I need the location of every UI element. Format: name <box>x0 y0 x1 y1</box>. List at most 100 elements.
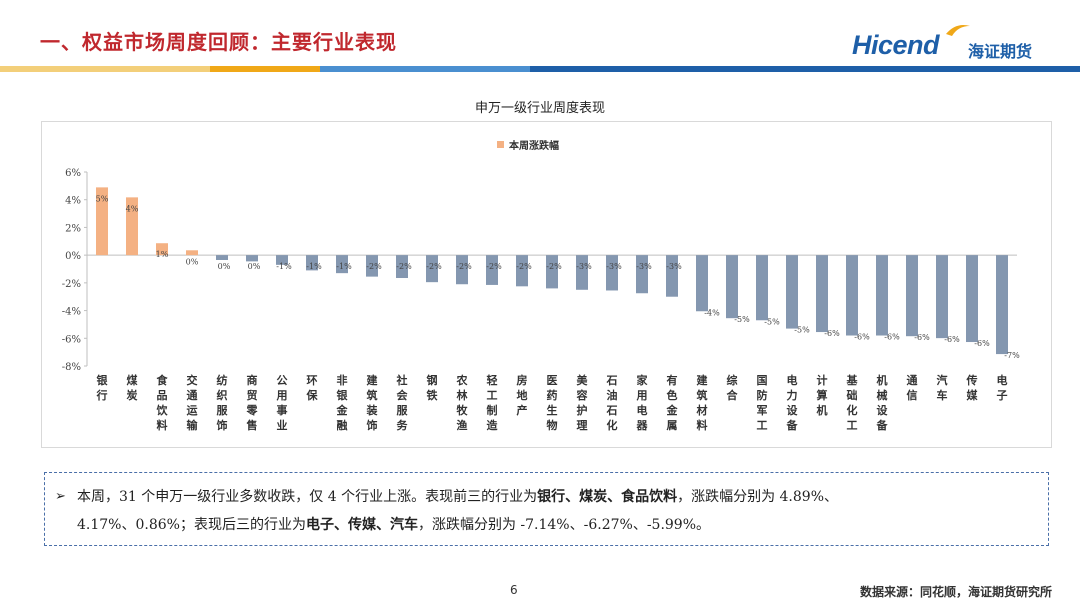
category-label: 汽车 <box>937 373 948 402</box>
bar <box>456 255 468 285</box>
data-label: 1% <box>156 250 169 259</box>
bar <box>666 255 678 297</box>
category-label: 通信 <box>907 374 918 402</box>
bar <box>876 255 888 336</box>
bar <box>606 255 618 291</box>
bar <box>906 255 918 337</box>
header-divider <box>0 66 1080 72</box>
bar <box>486 255 498 285</box>
category-label: 公用事业 <box>277 374 288 432</box>
data-label: -3% <box>636 262 652 271</box>
summary-line-2: 4.17%、0.86%；表现后三的行业为电子、传媒、汽车，涨跌幅分别为 -7.1… <box>77 517 711 533</box>
category-label: 纺织服饰 <box>217 373 229 432</box>
category-label: 医药生物 <box>547 374 558 432</box>
data-label: 4% <box>126 204 139 213</box>
category-label: 机械设备 <box>876 373 889 432</box>
data-label: -1% <box>336 262 352 271</box>
data-label: 0% <box>186 257 199 266</box>
page-number: 6 <box>510 583 518 597</box>
bar <box>936 255 948 339</box>
legend-label: 本周涨跌幅 <box>509 139 559 152</box>
category-label: 有色金属 <box>666 373 679 432</box>
data-label: -5% <box>764 317 780 326</box>
data-label: -6% <box>884 333 900 342</box>
data-label: -6% <box>974 339 990 348</box>
category-label: 商贸零售 <box>246 373 259 432</box>
legend-swatch <box>497 141 504 148</box>
data-label: -1% <box>276 262 292 271</box>
data-label: -1% <box>306 262 322 271</box>
category-label: 银行 <box>96 373 109 402</box>
bar <box>156 243 168 256</box>
data-label: -2% <box>516 262 532 271</box>
data-label: -3% <box>576 262 592 271</box>
data-label: -2% <box>396 262 412 271</box>
bar <box>816 255 828 333</box>
category-label: 煤炭 <box>127 373 139 402</box>
category-label: 基础化工 <box>846 373 859 432</box>
data-label: -6% <box>824 329 840 338</box>
data-label: -6% <box>944 335 960 344</box>
y-tick-label: 6% <box>65 168 81 179</box>
category-label: 房地产 <box>517 373 528 417</box>
data-source: 数据来源：同花顺，海证期货研究所 <box>859 585 1052 599</box>
data-label: -2% <box>366 262 382 271</box>
bullet-arrow-icon: ➢ <box>55 489 66 504</box>
y-tick-label: -4% <box>62 307 81 318</box>
category-label: 电力设备 <box>786 373 799 432</box>
chart-title: 申万一级行业周度表现 <box>474 101 605 116</box>
y-tick-label: 2% <box>65 223 81 234</box>
category-label: 社会服务 <box>396 373 409 432</box>
logo-cn-text: 海证期货 <box>968 42 1033 61</box>
summary-box: ➢ 本周，31 个申万一级行业多数收跌，仅 4 个行业上涨。表现前三的行业为银行… <box>44 472 1049 546</box>
bar <box>306 255 318 271</box>
category-label: 食品饮料 <box>156 373 169 432</box>
bar <box>636 255 648 294</box>
logo-swoosh-icon <box>946 25 970 36</box>
data-label: 5% <box>96 194 109 203</box>
bar <box>516 255 528 287</box>
bar <box>126 197 138 256</box>
category-label: 建筑材料 <box>697 373 709 432</box>
data-label: -2% <box>426 262 442 271</box>
bar <box>756 255 768 321</box>
data-label: -6% <box>914 333 930 342</box>
data-label: -5% <box>734 315 750 324</box>
data-label: 0% <box>218 262 231 271</box>
chart-frame: 6% 4% 2% 0% -2% -4% -6% -8% 本周涨跌幅 5% 银行 4% 煤炭 1% 食品饮料 0… <box>41 121 1052 448</box>
bar-chart: 6% 4% 2% 0% -2% -4% -6% -8% 本周涨跌幅 5% 银行 4% 煤炭 1% 食品饮料 0… <box>62 139 1020 432</box>
data-label: -5% <box>794 326 810 335</box>
category-label: 轻工制造 <box>487 373 499 432</box>
bar <box>96 187 108 256</box>
company-logo: Hicend 海证期货 <box>852 25 1052 66</box>
logo-brand-text: Hicend <box>852 30 940 60</box>
data-label: -2% <box>546 262 562 271</box>
data-label: -3% <box>666 262 682 271</box>
data-label: -2% <box>456 262 472 271</box>
category-label: 综合 <box>727 373 739 402</box>
bar <box>336 255 348 274</box>
y-tick-label: 4% <box>65 196 81 207</box>
y-tick-label: -6% <box>62 334 81 345</box>
bar <box>426 255 438 283</box>
bar <box>786 255 798 329</box>
category-label: 石油石化 <box>606 374 618 432</box>
data-label: -4% <box>704 308 720 317</box>
bar <box>366 255 378 277</box>
category-label: 国防军工 <box>757 374 768 432</box>
page-title: 一、权益市场周度回顾：主要行业表现 <box>40 30 397 54</box>
category-label: 交通运输 <box>187 373 199 432</box>
bar <box>696 255 708 312</box>
data-label: -6% <box>854 333 870 342</box>
category-label: 电子 <box>997 373 1008 402</box>
bar <box>726 255 738 319</box>
category-label: 计算机 <box>816 373 828 417</box>
category-label: 环保 <box>306 374 319 402</box>
bar <box>246 255 258 262</box>
bar <box>996 255 1008 355</box>
data-label: -7% <box>1004 351 1020 360</box>
category-label: 钢铁 <box>427 373 438 402</box>
category-label: 建筑装饰 <box>366 373 379 432</box>
category-label: 非银金融 <box>336 373 349 432</box>
bar <box>546 255 558 289</box>
